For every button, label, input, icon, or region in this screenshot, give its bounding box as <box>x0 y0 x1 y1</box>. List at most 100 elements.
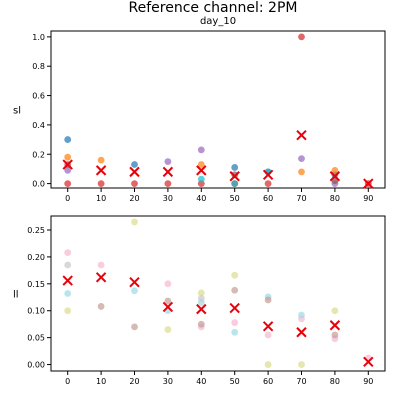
y-tick-label: 0.6 <box>32 92 45 101</box>
data-point <box>197 175 205 183</box>
mean-marker <box>162 166 174 178</box>
data-point <box>231 271 239 279</box>
data-point <box>97 180 105 187</box>
y-tick-label: 0.00 <box>27 361 45 370</box>
data-point <box>197 320 205 328</box>
mean-marker <box>329 320 341 331</box>
data-point <box>97 303 105 310</box>
data-point <box>231 180 239 187</box>
y-axis-label: sl <box>13 106 21 117</box>
x-tick-label: 30 <box>163 377 173 386</box>
mean-marker <box>95 272 107 283</box>
mean-marker <box>229 171 240 182</box>
chart-1: ll 0.00 0.05 0.10 0.15 0.20 0.25 0 10 20 30 40 50 60 7… <box>13 215 386 386</box>
plot-frame <box>50 215 386 372</box>
mean-marker <box>62 159 73 170</box>
y-tick-label: 0.0 <box>32 180 45 189</box>
x-tick-label: 20 <box>129 377 139 386</box>
mean-marker <box>196 303 207 315</box>
data-point <box>164 158 172 165</box>
data-point <box>231 286 239 294</box>
mean-marker <box>296 129 307 141</box>
mean-marker <box>62 275 73 286</box>
data-point <box>131 161 138 168</box>
data-point <box>197 294 205 302</box>
data-point <box>64 290 72 297</box>
data-point <box>298 168 305 176</box>
data-point <box>197 146 205 154</box>
y-tick-label: 0.25 <box>27 226 45 235</box>
x-tick-label: 40 <box>196 194 206 203</box>
data-point <box>131 287 138 295</box>
data-point <box>164 297 172 305</box>
data-point <box>64 136 72 143</box>
data-point <box>64 166 72 174</box>
y-tick-label: 0.10 <box>27 307 45 316</box>
data-point <box>264 296 272 304</box>
x-tick-label: 60 <box>263 194 273 203</box>
data-point <box>64 307 72 315</box>
data-point <box>97 261 105 269</box>
plot-frame <box>50 30 386 189</box>
mean-marker <box>363 178 374 189</box>
figure-title: Reference channel: 2PM <box>129 0 298 16</box>
mean-marker <box>162 301 174 313</box>
data-point <box>331 166 339 174</box>
data-point <box>298 155 305 163</box>
x-tick-label: 70 <box>296 194 306 203</box>
data-point <box>64 153 72 161</box>
x-tick-label: 90 <box>363 377 373 386</box>
data-point <box>164 326 172 333</box>
mean-marker <box>196 165 207 176</box>
data-point <box>264 180 272 187</box>
y-tick-label: 1.0 <box>32 33 45 42</box>
mean-marker <box>329 171 341 182</box>
data-point <box>231 164 239 171</box>
y-tick-label: 0.05 <box>27 334 45 343</box>
x-tick-label: 90 <box>363 194 373 203</box>
data-point <box>264 361 272 368</box>
data-point <box>298 311 305 319</box>
mean-marker <box>262 169 274 181</box>
x-tick-label: 30 <box>163 194 173 203</box>
x-tick-label: 60 <box>263 377 273 386</box>
data-point <box>331 331 339 339</box>
y-tick-label: 0.4 <box>32 121 45 130</box>
chart-title: day_10 <box>200 16 236 27</box>
y-tick-label: 0.2 <box>32 150 45 159</box>
data-point <box>64 249 72 256</box>
data-point <box>64 180 72 187</box>
mean-marker <box>229 302 240 314</box>
y-tick-label: 0.15 <box>27 280 45 289</box>
mean-marker <box>129 276 140 288</box>
data-point <box>264 331 272 339</box>
x-tick-label: 50 <box>230 194 240 203</box>
data-point <box>197 161 205 168</box>
data-point <box>131 323 138 331</box>
data-point <box>164 280 172 288</box>
mean-marker <box>129 166 140 178</box>
x-tick-label: 20 <box>129 194 139 203</box>
x-tick-label: 10 <box>96 377 106 386</box>
x-tick-label: 80 <box>330 377 340 386</box>
data-point <box>231 319 239 326</box>
data-point <box>131 180 138 187</box>
x-tick-label: 70 <box>296 377 306 386</box>
x-tick-label: 0 <box>65 377 70 386</box>
data-point <box>64 261 72 269</box>
data-point <box>298 33 305 41</box>
data-point <box>298 361 305 368</box>
data-point <box>197 289 205 297</box>
x-tick-label: 10 <box>96 194 106 203</box>
x-tick-label: 80 <box>330 194 340 203</box>
x-tick-label: 40 <box>196 377 206 386</box>
x-tick-label: 0 <box>65 194 70 203</box>
data-point <box>231 328 239 336</box>
x-tick-label: 50 <box>230 377 240 386</box>
y-tick-label: 0.20 <box>27 253 45 262</box>
mean-marker <box>363 356 374 368</box>
data-point <box>231 171 239 179</box>
